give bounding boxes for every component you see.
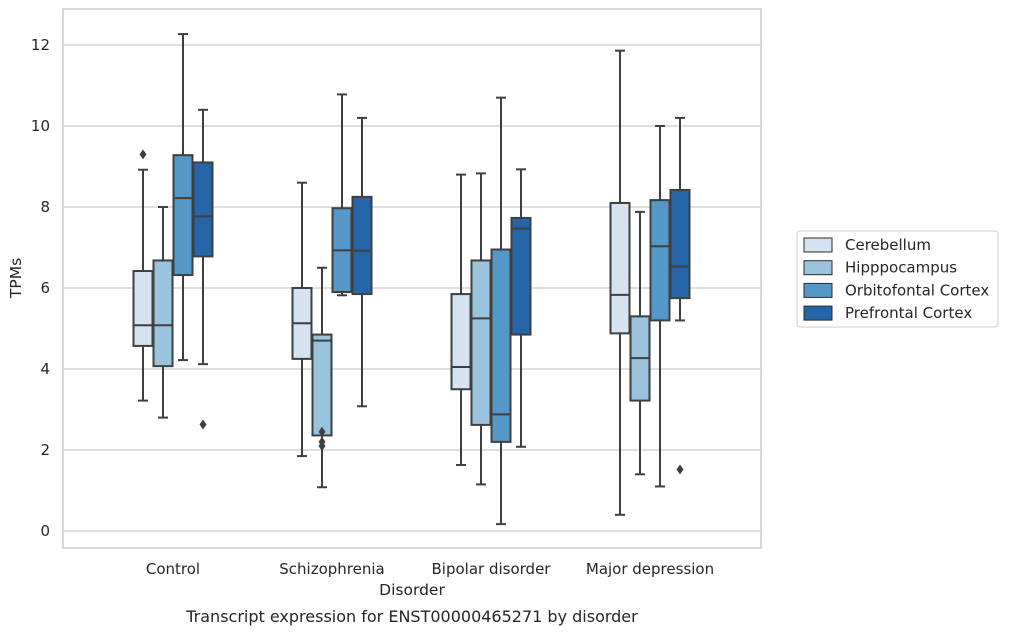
legend-label: Hipppocampus: [845, 259, 957, 277]
box-prefrontal-cortex: [351, 116, 373, 408]
y-tick-label: 6: [40, 279, 50, 297]
box-iqr: [132, 269, 154, 347]
box-hipppocampus: [152, 206, 174, 419]
box-orbitofontal-cortex: [649, 125, 671, 488]
box-prefrontal-cortex: [510, 168, 532, 448]
box-hipppocampus: [470, 172, 492, 486]
x-axis-ticks: Control Schizophrenia Bipolar disorder Majo…: [146, 560, 714, 578]
box-iqr: [470, 259, 492, 426]
box-cerebellum: [609, 49, 631, 516]
box-orbitofontal-cortex: [490, 96, 512, 526]
box-prefrontal-cortex: [192, 108, 214, 430]
box-hipppocampus: [311, 266, 333, 489]
legend-frame: [796, 230, 999, 328]
box-cerebellum: [291, 181, 313, 458]
y-tick-label: 4: [40, 360, 50, 378]
x-tick-label: Schizophrenia: [279, 560, 384, 578]
box-orbitofontal-cortex: [331, 93, 353, 297]
box-cerebellum: [450, 173, 472, 466]
y-axis-ticks: 0 2 4 6 8 10 12: [31, 36, 50, 540]
y-tick-label: 0: [40, 522, 50, 540]
y-axis-label: TPMs: [7, 258, 25, 299]
legend: Cerebellum Hipppocampus Orbitofontal Corte…: [796, 230, 999, 328]
box-iqr: [510, 216, 532, 336]
x-tick-label: Control: [146, 560, 200, 578]
plot-frame: [62, 8, 762, 549]
box-iqr: [649, 199, 671, 322]
box-prefrontal-cortex: [669, 116, 691, 475]
y-tick-label: 8: [40, 198, 50, 216]
legend-swatch: [803, 260, 833, 276]
box-iqr: [152, 259, 174, 368]
y-tick-label: 2: [40, 441, 50, 459]
y-tick-label: 10: [31, 117, 50, 135]
box-iqr: [609, 201, 631, 335]
legend-swatch: [803, 282, 833, 298]
x-axis-label: Disorder: [379, 581, 445, 599]
box-orbitofontal-cortex: [172, 33, 194, 362]
legend-label: Prefrontal Cortex: [845, 304, 972, 322]
box-iqr: [192, 161, 214, 258]
box-iqr: [172, 154, 194, 277]
box-hipppocampus: [629, 210, 651, 476]
outlier-point: [199, 419, 207, 430]
y-tick-label: 12: [31, 36, 50, 54]
box-iqr: [311, 333, 333, 437]
legend-label: Cerebellum: [845, 236, 931, 254]
box-cerebellum: [132, 149, 154, 402]
outlier-point: [139, 149, 147, 160]
box-iqr: [669, 188, 691, 300]
legend-swatch: [803, 237, 833, 253]
box-iqr: [490, 248, 512, 443]
x-tick-label: Major depression: [586, 560, 714, 578]
outlier-point: [318, 426, 326, 437]
box-iqr: [450, 293, 472, 391]
box-iqr: [351, 195, 373, 296]
legend-label: Orbitofontal Cortex: [845, 281, 989, 299]
chart-caption: Transcript expression for ENST0000046527…: [185, 607, 638, 626]
outlier-point: [318, 436, 326, 447]
x-tick-label: Bipolar disorder: [432, 560, 552, 578]
outlier-point: [676, 464, 684, 475]
box-plot-series: [132, 33, 691, 526]
legend-swatch: [803, 305, 833, 321]
